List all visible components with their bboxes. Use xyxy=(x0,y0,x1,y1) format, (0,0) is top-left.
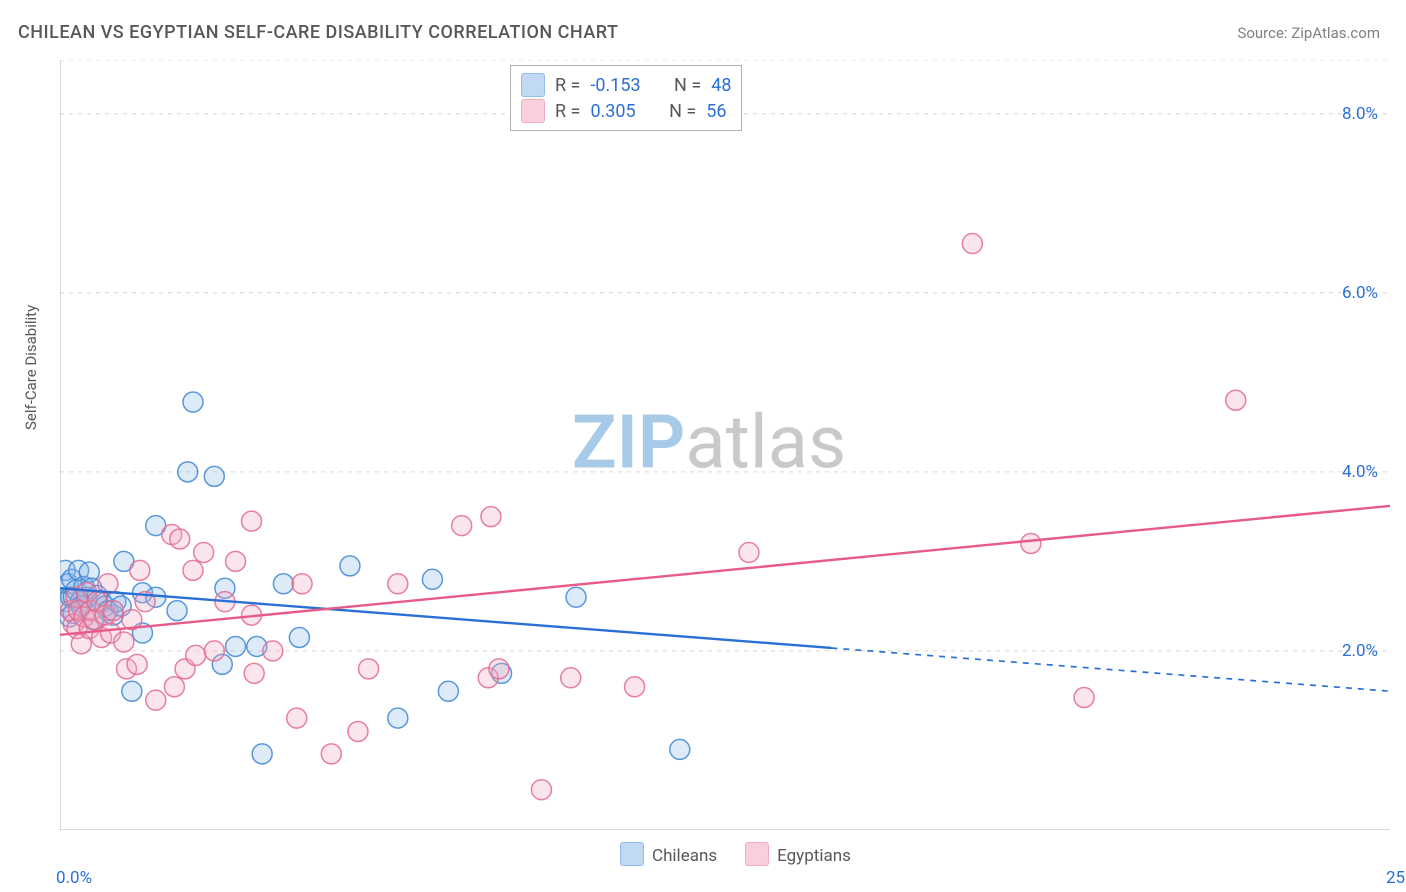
data-point-chileans xyxy=(670,739,690,759)
data-point-chileans xyxy=(252,744,272,764)
data-point-chileans xyxy=(566,587,586,607)
data-point-egyptians xyxy=(242,511,262,531)
data-point-egyptians xyxy=(186,645,206,665)
series-legend: Chileans Egyptians xyxy=(620,842,851,866)
data-point-egyptians xyxy=(452,516,472,536)
data-point-egyptians xyxy=(1226,390,1246,410)
data-point-egyptians xyxy=(103,601,123,621)
y-tick-label: 4.0% xyxy=(1342,462,1378,482)
x-tick-label: 25.0% xyxy=(1386,868,1406,888)
data-point-egyptians xyxy=(531,780,551,800)
data-point-egyptians xyxy=(625,677,645,697)
chart-title: CHILEAN VS EGYPTIAN SELF-CARE DISABILITY… xyxy=(18,22,618,43)
data-point-egyptians xyxy=(348,722,368,742)
legend-n-value: 56 xyxy=(706,101,726,122)
data-point-egyptians xyxy=(263,641,283,661)
legend-swatch-chileans xyxy=(521,73,545,97)
legend-row-chileans: R = -0.153 N = 48 xyxy=(521,72,731,98)
data-point-egyptians xyxy=(1021,533,1041,553)
data-point-chileans xyxy=(289,628,309,648)
x-tick-label: 0.0% xyxy=(56,868,92,888)
source-label: Source: ZipAtlas.com xyxy=(1237,24,1380,42)
data-point-chileans xyxy=(422,569,442,589)
data-point-egyptians xyxy=(388,574,408,594)
data-point-egyptians xyxy=(127,654,147,674)
data-point-chileans xyxy=(273,574,293,594)
chart-area: ZIPatlas 2.0%4.0%6.0%8.0%0.0%25.0%R = -0… xyxy=(60,60,1390,860)
legend-r-value: -0.153 xyxy=(590,75,640,96)
data-point-egyptians xyxy=(204,641,224,661)
legend-n-value: 48 xyxy=(711,75,731,96)
series-legend-swatch xyxy=(745,842,769,866)
data-point-egyptians xyxy=(481,507,501,527)
data-point-egyptians xyxy=(321,744,341,764)
regression-line-chileans-extrapolated xyxy=(831,648,1390,691)
data-point-egyptians xyxy=(183,560,203,580)
legend-n-label: N = xyxy=(674,75,701,96)
data-point-chileans xyxy=(388,708,408,728)
legend-swatch-egyptians xyxy=(521,99,545,123)
y-tick-label: 8.0% xyxy=(1342,104,1378,124)
data-point-egyptians xyxy=(561,668,581,688)
data-point-chileans xyxy=(204,466,224,486)
data-point-egyptians xyxy=(114,632,134,652)
series-legend-item-egyptians: Egyptians xyxy=(745,842,851,866)
data-point-egyptians xyxy=(489,659,509,679)
data-point-egyptians xyxy=(226,551,246,571)
series-legend-item-chileans: Chileans xyxy=(620,842,717,866)
data-point-chileans xyxy=(438,681,458,701)
watermark: ZIPatlas xyxy=(572,399,846,486)
data-point-chileans xyxy=(183,392,203,412)
series-legend-label: Egyptians xyxy=(777,846,851,866)
legend-r-label: R = xyxy=(555,101,580,122)
data-point-chileans xyxy=(122,681,142,701)
y-tick-label: 6.0% xyxy=(1342,283,1378,303)
data-point-egyptians xyxy=(146,690,166,710)
scatter-plot-svg: ZIPatlas xyxy=(60,60,1390,830)
y-tick-label: 2.0% xyxy=(1342,641,1378,661)
correlation-legend: R = -0.153 N = 48R = 0.305 N = 56 xyxy=(510,65,742,131)
data-point-egyptians xyxy=(194,542,214,562)
data-point-egyptians xyxy=(739,542,759,562)
source-prefix: Source: xyxy=(1237,24,1291,42)
legend-n-label: N = xyxy=(669,101,696,122)
data-point-egyptians xyxy=(130,560,150,580)
data-point-chileans xyxy=(226,636,246,656)
series-legend-label: Chileans xyxy=(652,846,717,866)
series-legend-swatch xyxy=(620,842,644,866)
data-point-chileans xyxy=(178,462,198,482)
legend-r-value: 0.305 xyxy=(590,101,635,122)
data-point-egyptians xyxy=(170,529,190,549)
source-name: ZipAtlas.com xyxy=(1291,24,1380,42)
data-point-egyptians xyxy=(1074,687,1094,707)
data-point-egyptians xyxy=(287,708,307,728)
data-point-egyptians xyxy=(292,574,312,594)
data-point-egyptians xyxy=(244,663,264,683)
legend-row-egyptians: R = 0.305 N = 56 xyxy=(521,98,731,124)
data-point-egyptians xyxy=(359,659,379,679)
y-axis-label: Self-Care Disability xyxy=(22,305,40,430)
legend-r-label: R = xyxy=(555,75,580,96)
data-point-egyptians xyxy=(962,234,982,254)
data-point-chileans xyxy=(167,601,187,621)
data-point-chileans xyxy=(340,556,360,576)
data-point-egyptians xyxy=(164,677,184,697)
